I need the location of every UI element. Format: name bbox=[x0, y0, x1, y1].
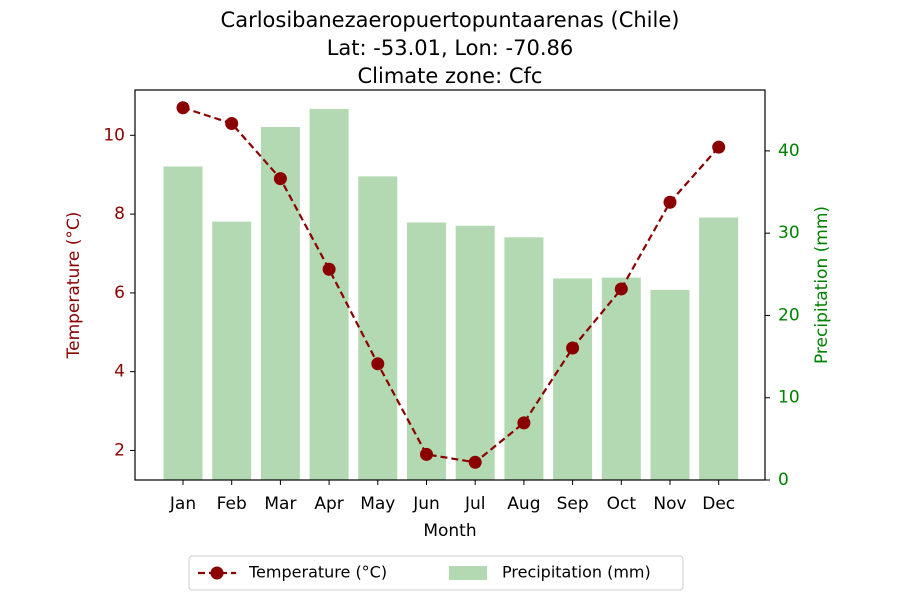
precipitation-bar bbox=[553, 278, 593, 480]
x-tick-label: Jul bbox=[464, 494, 486, 514]
legend-precipitation-swatch bbox=[449, 566, 487, 580]
chart-title-line: Carlosibanezaeropuertopuntaarenas (Chile… bbox=[221, 8, 680, 32]
y-right-tick-label: 20 bbox=[778, 305, 800, 325]
chart-title-line: Climate zone: Cfc bbox=[358, 64, 543, 88]
legend-temperature-marker bbox=[210, 566, 224, 580]
y-right-tick-label: 10 bbox=[778, 388, 800, 408]
legend: Temperature (°C) Precipitation (mm) bbox=[188, 555, 684, 591]
x-tick-label: Jun bbox=[412, 494, 440, 514]
precipitation-bar bbox=[601, 277, 641, 480]
temperature-point bbox=[420, 447, 433, 461]
x-tick-label: Aug bbox=[507, 494, 540, 514]
temperature-point bbox=[566, 341, 580, 355]
chart-title-line: Lat: -53.01, Lon: -70.86 bbox=[327, 36, 574, 60]
plot-frame bbox=[134, 89, 766, 481]
precipitation-bar bbox=[455, 225, 495, 480]
x-tick-label: Oct bbox=[607, 494, 637, 514]
y-left-tick-label: 8 bbox=[114, 204, 125, 224]
y-right-tick-label: 30 bbox=[778, 223, 800, 243]
y-left-tick-label: 6 bbox=[114, 283, 125, 303]
temperature-point bbox=[517, 416, 531, 430]
temperature-point bbox=[614, 282, 628, 296]
y-axis-right: 0 10 20 30 40 Precipitation (mm) bbox=[765, 141, 832, 490]
temperature-point bbox=[176, 101, 190, 115]
y-right-tick-label: 40 bbox=[778, 141, 800, 161]
temperature-point bbox=[468, 455, 482, 469]
y-left-tick-label: 2 bbox=[114, 440, 125, 460]
precipitation-bars bbox=[163, 108, 739, 481]
x-tick-label: Jan bbox=[169, 494, 196, 514]
temperature-point bbox=[273, 172, 287, 186]
precipitation-bar bbox=[650, 289, 690, 480]
legend-box bbox=[188, 555, 684, 591]
x-tick-label: Nov bbox=[653, 494, 686, 514]
axes-frame bbox=[134, 89, 766, 481]
precipitation-bar bbox=[212, 221, 252, 480]
precipitation-bar bbox=[407, 222, 446, 480]
x-tick-label: Apr bbox=[314, 494, 343, 514]
y-right-axis-label: Precipitation (mm) bbox=[812, 206, 832, 364]
x-tick-label: May bbox=[360, 494, 395, 514]
temperature-line bbox=[176, 101, 726, 469]
temperature-point bbox=[712, 140, 726, 154]
temperature-series-line bbox=[182, 106, 720, 464]
temperature-point bbox=[322, 262, 336, 276]
precipitation-bar bbox=[699, 217, 739, 480]
legend-temperature-label: Temperature (°C) bbox=[248, 563, 387, 582]
precipitation-bar bbox=[260, 127, 300, 480]
x-tick-label: Feb bbox=[217, 494, 247, 514]
temperature-point bbox=[225, 116, 239, 130]
precipitation-bar bbox=[504, 237, 544, 480]
precipitation-bar bbox=[163, 166, 203, 480]
x-tick-label: Dec bbox=[702, 494, 735, 514]
legend-precipitation-label: Precipitation (mm) bbox=[502, 563, 651, 582]
x-tick-label: Mar bbox=[264, 494, 296, 514]
x-axis: Jan Feb Mar Apr May Jun Jul Aug Sep Oct Nov Dec Mont… bbox=[169, 480, 735, 541]
x-axis-label: Month bbox=[423, 521, 476, 541]
y-right-tick-label: 0 bbox=[778, 470, 789, 490]
chart-title: Carlosibanezaeropuertopuntaarenas (Chile… bbox=[221, 8, 680, 88]
temperature-point bbox=[371, 357, 385, 371]
y-left-tick-label: 4 bbox=[114, 362, 125, 382]
y-left-tick-label: 10 bbox=[103, 125, 125, 145]
temperature-point bbox=[663, 195, 677, 209]
y-left-axis-label: Temperature (°C) bbox=[64, 212, 84, 360]
x-tick-label: Sep bbox=[557, 494, 589, 514]
precipitation-bar bbox=[358, 176, 398, 481]
y-axis-left: 2 4 6 8 10 Temperature (°C) bbox=[64, 125, 135, 460]
